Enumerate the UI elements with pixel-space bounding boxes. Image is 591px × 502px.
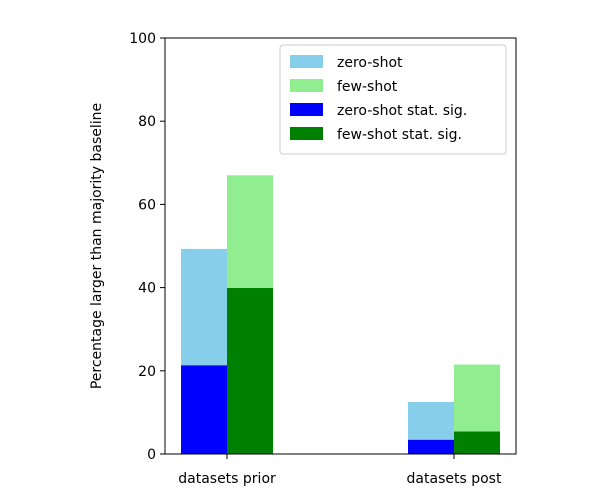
x-tick-label: datasets prior (178, 471, 276, 487)
y-tick-label: 60 (138, 197, 156, 213)
bar-zero-shot-stat-sig--0 (181, 365, 227, 454)
bar-few-shot-stat-sig--1 (454, 431, 500, 454)
legend-box (279, 44, 507, 155)
y-tick-label: 0 (147, 447, 156, 463)
y-tick-label: 20 (138, 364, 156, 380)
plot-frame (164, 37, 517, 455)
legend-swatch (290, 55, 323, 68)
legend-label: few-shot (337, 79, 398, 95)
legend-label: few-shot stat. sig. (337, 127, 462, 143)
legend-label: zero-shot (337, 55, 403, 71)
y-tick-label: 80 (138, 114, 156, 130)
y-tick-label: 40 (138, 281, 156, 297)
x-tick-label: datasets post (407, 471, 502, 487)
legend-swatch (290, 127, 323, 140)
legend-swatch (290, 79, 323, 92)
y-axis-label: Percentage larger than majority baseline (89, 103, 105, 389)
y-tick-label: 100 (129, 31, 156, 47)
legend-swatch (290, 103, 323, 116)
axes-layer: 0 20 40 60 80 100 datasets prior datasets post (129, 31, 517, 487)
bars-layer (181, 175, 500, 454)
legend-label: zero-shot stat. sig. (337, 103, 467, 119)
bar-few-shot-stat-sig--0 (227, 288, 273, 454)
legend: zero-shot few-shot zero-shot stat. sig. few… (279, 44, 507, 155)
bar-zero-shot-stat-sig--1 (408, 439, 454, 454)
